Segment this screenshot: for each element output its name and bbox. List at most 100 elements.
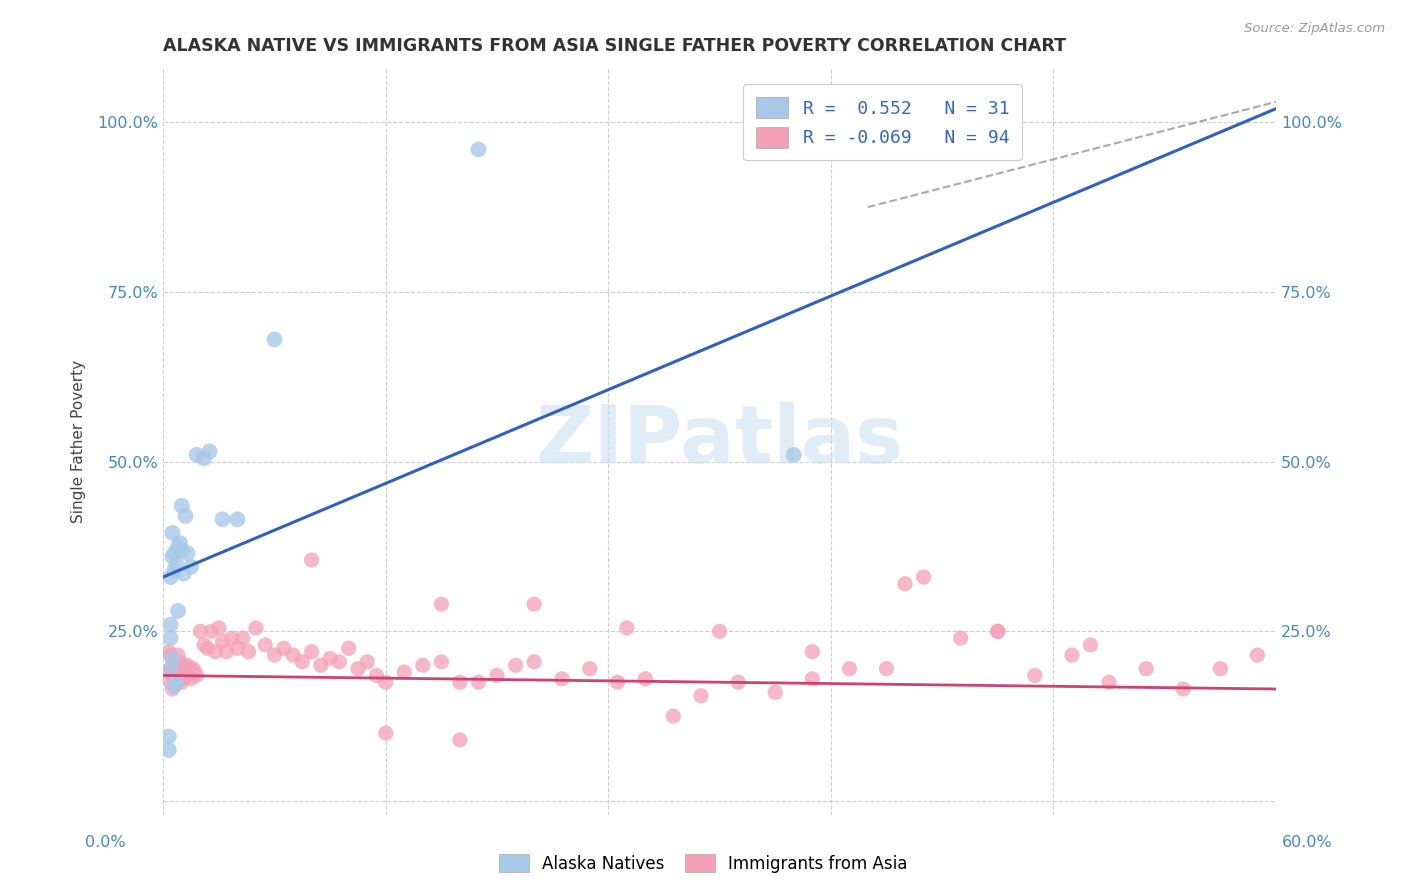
Point [167,540,190,554]
Point [163,563,186,577]
Point [578,662,600,676]
Point [157,665,180,679]
Point [1080,638,1102,652]
Point [1060,648,1083,662]
Point [634,672,657,686]
Point [186,448,208,462]
Point [181,662,204,676]
Point [167,604,190,618]
Point [200,624,222,639]
Point [159,675,181,690]
Point [523,597,546,611]
Point [505,658,527,673]
Point [801,645,824,659]
Point [912,570,935,584]
Point [188,624,211,639]
Point [894,576,917,591]
Point [374,726,396,740]
Point [232,631,254,645]
Point [254,638,277,652]
Point [162,668,184,682]
Point [186,668,208,682]
Point [347,662,370,676]
Point [709,624,731,639]
Point [163,658,186,673]
Point [179,662,201,676]
Point [449,675,471,690]
Point [157,730,180,744]
Point [204,645,226,659]
Point [291,655,314,669]
Point [174,668,197,682]
Point [467,143,489,157]
Point [449,732,471,747]
Point [197,641,219,656]
Point [801,672,824,686]
Point [1173,681,1195,696]
Point [1024,668,1046,682]
Point [430,655,453,669]
Point [374,675,396,690]
Point [170,499,193,513]
Point [987,624,1010,639]
Point [162,681,184,696]
Point [208,621,231,635]
Point [486,668,509,682]
Point [875,662,897,676]
Point [173,662,195,676]
Point [169,655,191,669]
Point [551,672,574,686]
Legend: Alaska Natives, Immigrants from Asia: Alaska Natives, Immigrants from Asia [492,847,914,880]
Point [170,675,193,690]
Point [245,621,267,635]
Legend: R =  0.552   N = 31, R = -0.069   N = 94: R = 0.552 N = 31, R = -0.069 N = 94 [744,85,1022,161]
Point [263,648,285,662]
Point [167,648,190,662]
Point [662,709,685,723]
Point [170,542,193,557]
Point [176,546,198,560]
Point [430,597,453,611]
Point [949,631,972,645]
Point [163,655,186,669]
Text: ALASKA NATIVE VS IMMIGRANTS FROM ASIA SINGLE FATHER POVERTY CORRELATION CHART: ALASKA NATIVE VS IMMIGRANTS FROM ASIA SI… [163,37,1066,55]
Point [412,658,434,673]
Point [163,546,186,560]
Point [165,557,187,571]
Point [281,648,304,662]
Point [180,559,202,574]
Point [356,655,378,669]
Point [211,512,233,526]
Point [226,641,249,656]
Text: 0.0%: 0.0% [86,836,125,850]
Point [173,566,195,581]
Point [226,512,249,526]
Point [163,679,186,693]
Point [690,689,713,703]
Point [301,645,323,659]
Point [165,668,187,682]
Point [763,685,786,699]
Point [170,672,193,686]
Point [1098,675,1121,690]
Point [366,668,388,682]
Point [337,641,360,656]
Point [301,553,323,567]
Y-axis label: Single Father Poverty: Single Father Poverty [72,359,86,523]
Point [162,549,184,564]
Point [162,525,184,540]
Point [211,634,233,648]
Point [987,624,1010,639]
Point [198,444,221,458]
Point [221,631,243,645]
Point [838,662,860,676]
Point [159,662,181,676]
Point [159,570,181,584]
Point [159,631,181,645]
Point [523,655,546,669]
Point [165,675,187,690]
Point [163,668,186,682]
Point [169,672,191,686]
Point [162,658,184,673]
Point [467,675,489,690]
